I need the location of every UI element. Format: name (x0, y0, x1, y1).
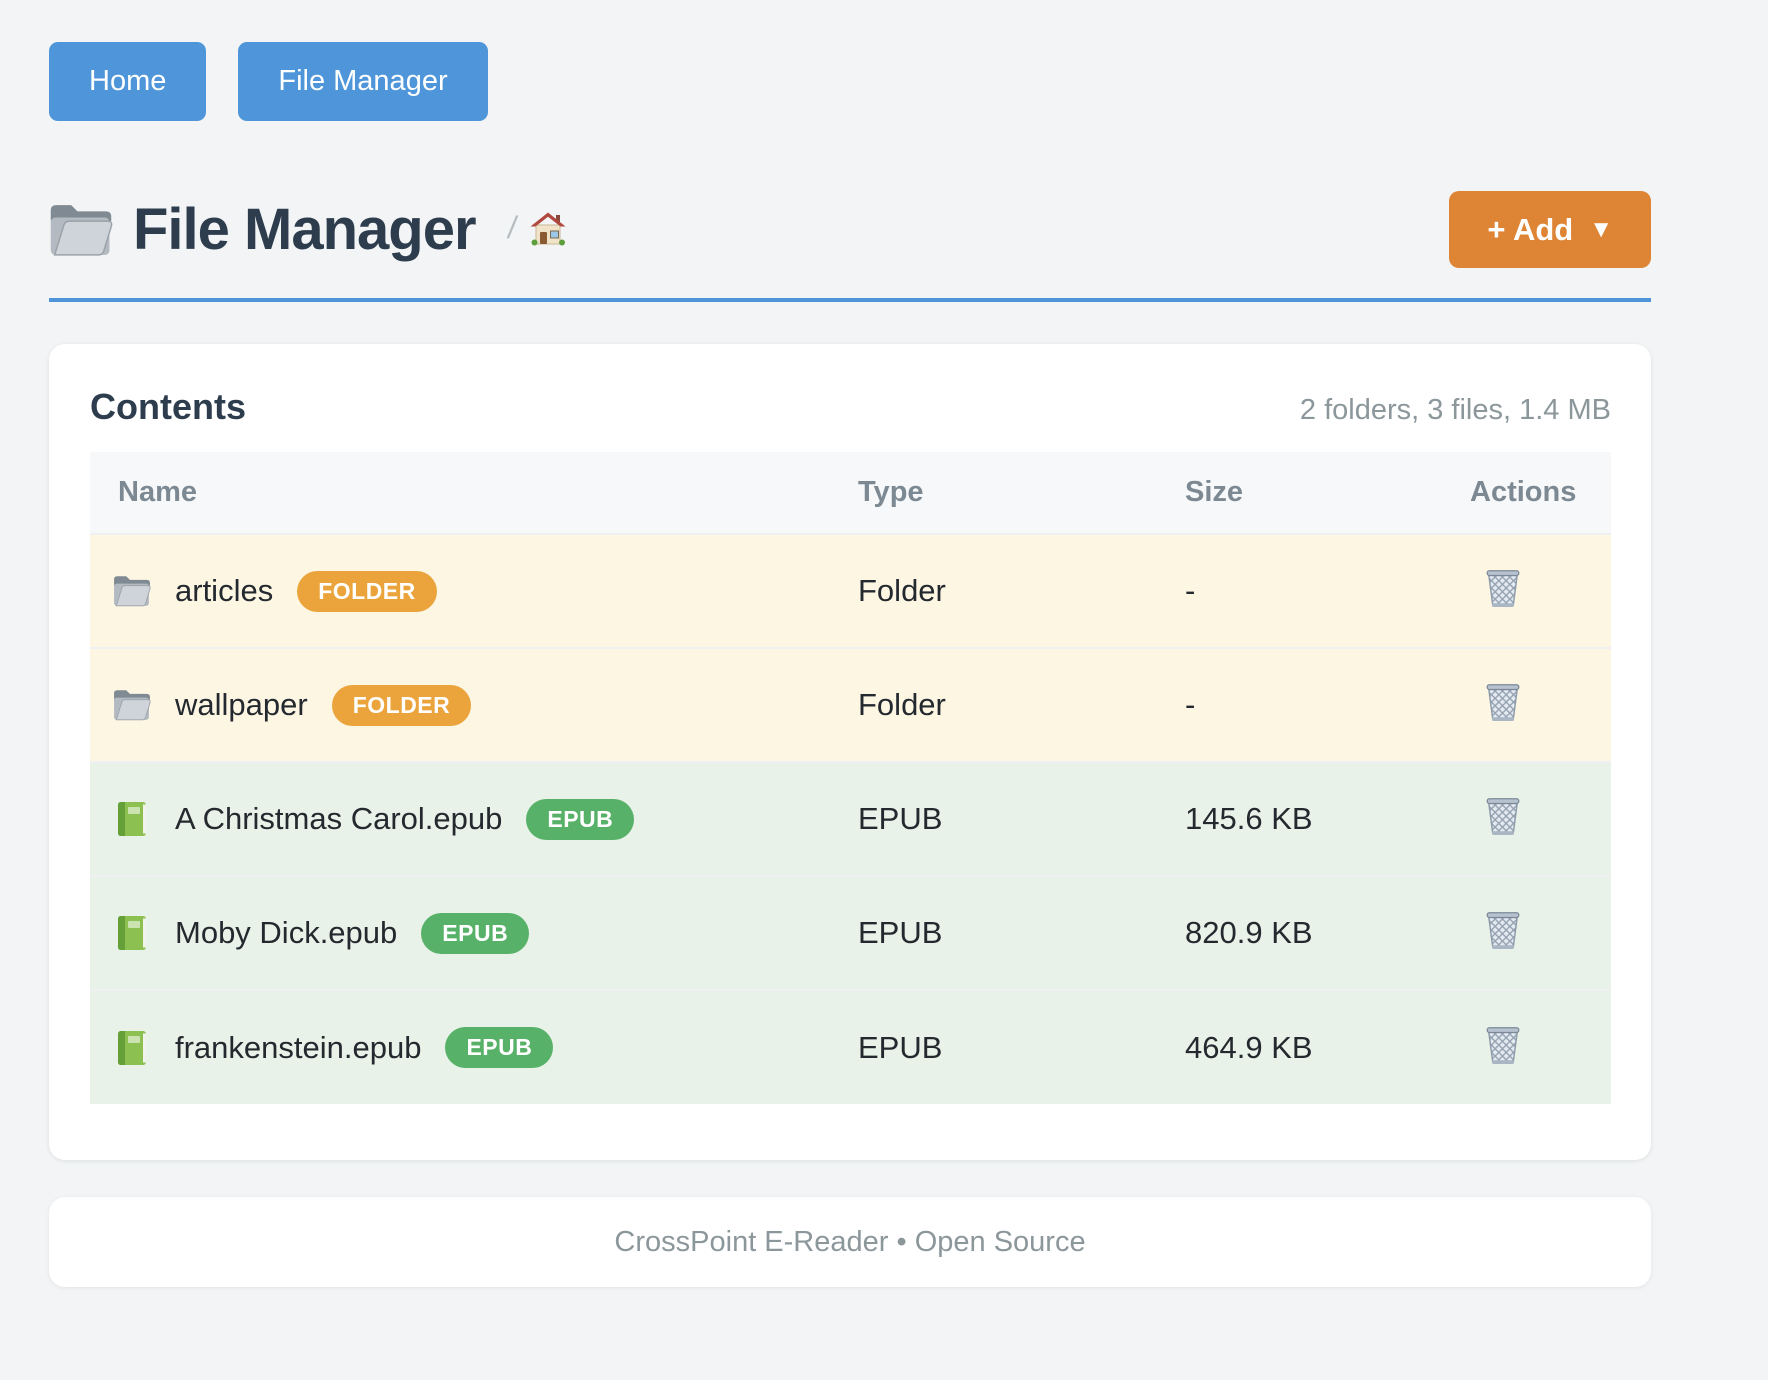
table-row-frankenstein: frankenstein.epub EPUB EPUB 464.9 KB (90, 989, 1611, 1104)
entry-name-link[interactable]: frankenstein.epub (175, 1029, 422, 1065)
green-book-icon (113, 801, 151, 837)
column-header-size: Size (1185, 452, 1470, 534)
page-title: File Manager (133, 197, 477, 262)
table-header-row: Name Type Size Actions (90, 452, 1611, 534)
entry-type: Folder (858, 533, 1185, 648)
green-book-icon (113, 915, 151, 951)
entry-name-link[interactable]: wallpaper (175, 687, 308, 722)
trash-icon (1484, 680, 1522, 722)
folder-badge: FOLDER (297, 570, 437, 612)
delete-button[interactable] (1470, 566, 1522, 608)
column-header-name: Name (90, 452, 858, 534)
entry-name-link[interactable]: articles (175, 573, 274, 608)
entry-size: 464.9 KB (1185, 989, 1470, 1104)
entry-size: 820.9 KB (1185, 875, 1470, 990)
table-row-articles: articles FOLDER Folder - (90, 533, 1611, 648)
entry-type: Folder (858, 647, 1185, 762)
breadcrumb: / (505, 209, 567, 250)
entry-name-link[interactable]: Moby Dick.epub (175, 915, 398, 950)
add-button-label: + Add (1487, 212, 1574, 247)
add-button[interactable]: + Add ▼ (1449, 191, 1651, 268)
contents-title: Contents (90, 386, 246, 427)
footer-text: CrossPoint E-Reader • Open Source (614, 1225, 1086, 1258)
footer: CrossPoint E-Reader • Open Source (49, 1197, 1651, 1287)
files-table: Name Type Size Actions articles FOLDER (90, 452, 1611, 1104)
column-header-type: Type (858, 452, 1185, 534)
epub-badge: EPUB (421, 912, 530, 954)
delete-button[interactable] (1470, 908, 1522, 950)
file-manager-page: Home File Manager File Manager / + Add ▼… (49, 42, 1651, 1287)
table-row-moby-dick: Moby Dick.epub EPUB EPUB 820.9 KB (90, 875, 1611, 990)
top-nav: Home File Manager (49, 42, 1651, 121)
caret-down-icon: ▼ (1589, 215, 1613, 243)
folder-badge: FOLDER (331, 684, 472, 726)
contents-card-header: Contents 2 folders, 3 files, 1.4 MB (90, 386, 1611, 428)
epub-badge: EPUB (445, 1027, 554, 1068)
open-folder-icon (49, 203, 113, 257)
contents-summary: 2 folders, 3 files, 1.4 MB (1299, 394, 1611, 426)
column-header-actions: Actions (1470, 452, 1611, 534)
folder-icon (113, 573, 151, 609)
epub-badge: EPUB (526, 798, 635, 840)
entry-size: - (1185, 647, 1470, 762)
table-row-wallpaper: wallpaper FOLDER Folder - (90, 647, 1611, 762)
delete-button[interactable] (1470, 680, 1522, 722)
title-group: File Manager / (49, 196, 566, 263)
entry-size: 145.6 KB (1185, 761, 1470, 876)
trash-icon (1484, 794, 1522, 836)
trash-icon (1484, 1023, 1522, 1065)
delete-button[interactable] (1470, 794, 1522, 836)
trash-icon (1484, 908, 1522, 950)
entry-type: EPUB (858, 761, 1185, 876)
page-header: File Manager / + Add ▼ (49, 191, 1651, 268)
trash-icon (1484, 566, 1522, 608)
entry-type: EPUB (858, 875, 1185, 990)
entry-type: EPUB (858, 989, 1185, 1104)
home-button[interactable]: Home (49, 42, 207, 121)
house-icon (530, 212, 566, 246)
table-row-christmas-carol: A Christmas Carol.epub EPUB EPUB 145.6 K… (90, 761, 1611, 876)
entry-name-link[interactable]: A Christmas Carol.epub (175, 801, 503, 836)
title-divider (49, 298, 1651, 302)
delete-button[interactable] (1470, 1023, 1522, 1065)
folder-icon (113, 687, 151, 723)
file-manager-button[interactable]: File Manager (238, 42, 488, 121)
green-book-icon (113, 1030, 151, 1066)
breadcrumb-separator: / (505, 209, 519, 245)
contents-card: Contents 2 folders, 3 files, 1.4 MB Name… (49, 344, 1651, 1160)
entry-size: - (1185, 533, 1470, 648)
breadcrumb-home-link[interactable] (530, 212, 566, 246)
